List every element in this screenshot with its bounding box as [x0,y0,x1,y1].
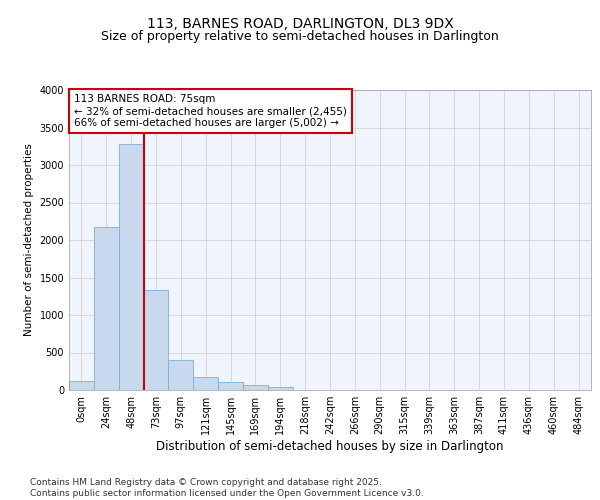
Bar [193,377,218,390]
Bar [143,290,169,390]
Text: 113, BARNES ROAD, DARLINGTON, DL3 9DX: 113, BARNES ROAD, DARLINGTON, DL3 9DX [146,18,454,32]
Bar [268,386,293,390]
Bar [94,226,119,390]
Bar [119,144,143,390]
Text: 113 BARNES ROAD: 75sqm
← 32% of semi-detached houses are smaller (2,455)
66% of : 113 BARNES ROAD: 75sqm ← 32% of semi-det… [74,94,347,128]
Text: Size of property relative to semi-detached houses in Darlington: Size of property relative to semi-detach… [101,30,499,43]
Bar [243,385,268,390]
Bar [169,360,193,390]
Bar [69,382,94,390]
Bar [218,382,243,390]
Text: Contains HM Land Registry data © Crown copyright and database right 2025.
Contai: Contains HM Land Registry data © Crown c… [30,478,424,498]
X-axis label: Distribution of semi-detached houses by size in Darlington: Distribution of semi-detached houses by … [156,440,504,453]
Y-axis label: Number of semi-detached properties: Number of semi-detached properties [24,144,34,336]
